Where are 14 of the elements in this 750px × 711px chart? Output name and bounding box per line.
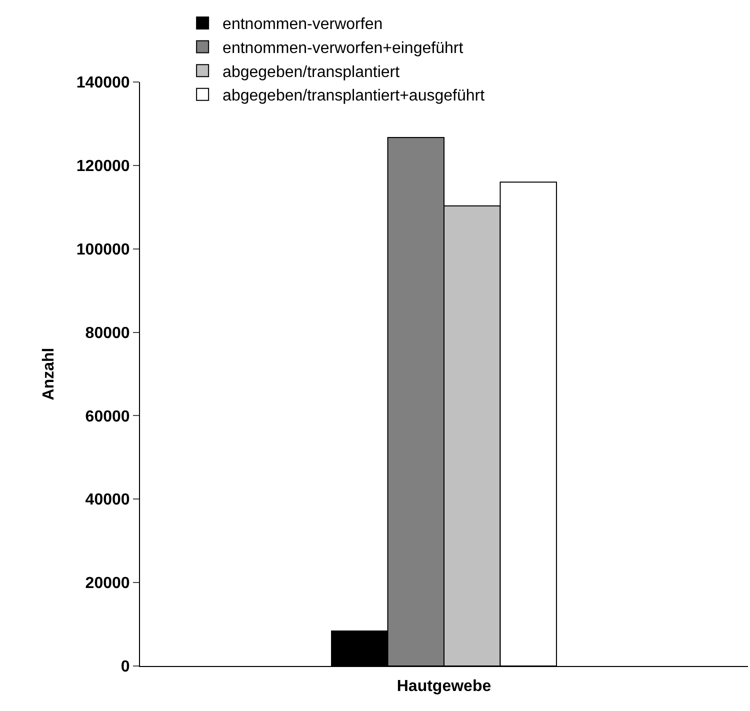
y-tick-label: 40000 <box>85 492 130 509</box>
x-axis-title: Hautgewebe <box>396 678 492 695</box>
y-tick-label: 80000 <box>85 324 130 342</box>
y-tick-label: 120000 <box>76 158 130 176</box>
y-tick-label: 0 <box>120 658 130 676</box>
legend-label: abgegeben/transplantiert+ausgeführt <box>222 88 486 105</box>
legend-label: abgegeben/transplantiert <box>222 64 400 81</box>
y-tick-label: 20000 <box>85 575 130 592</box>
legend-label: entnommen-verworfen <box>222 16 383 34</box>
legend-label: entnommen-verworfen+eingeführt <box>222 40 464 58</box>
y-axis-title: Anzahl <box>40 348 58 400</box>
y-tick-label: 60000 <box>85 408 130 426</box>
y-tick-label: 100000 <box>76 241 130 258</box>
y-tick-label: 140000 <box>76 74 130 92</box>
